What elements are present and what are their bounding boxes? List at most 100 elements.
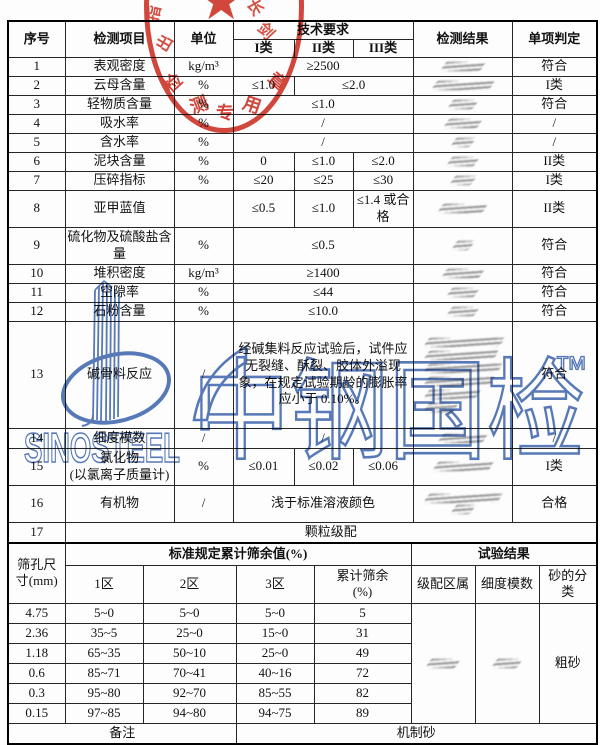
- cell-zone1: 65~35: [64, 642, 144, 664]
- redacted-value: [422, 376, 495, 386]
- remark-row: 备注 机制砂: [7, 722, 598, 745]
- cell-result: [412, 320, 513, 429]
- cell-result: [412, 151, 513, 172]
- cell-cumulative: 49: [313, 642, 412, 664]
- cell-unit: %: [173, 282, 234, 303]
- cell-no: 3: [7, 94, 66, 115]
- redacted-value: [431, 462, 494, 472]
- cell-unit: %: [173, 447, 234, 486]
- sieve-row: 1.18 65~35 50~10 25~0 49: [7, 642, 597, 664]
- cell-no: 16: [7, 484, 66, 523]
- header-result: 检测结果: [412, 20, 513, 58]
- cell-no: 7: [7, 170, 66, 191]
- cell-req: ≤20: [232, 170, 295, 191]
- sieve-row: 0.15 97~85 94~80 94~75 89: [7, 702, 597, 724]
- cell-judgement: 符合: [511, 320, 598, 429]
- sieve-header-row: 筛孔尺寸(mm) 标准规定累计筛余值(%) 试验结果: [7, 542, 598, 604]
- cell-zone1: 97~85: [64, 702, 144, 724]
- cell-size: 2.36: [7, 622, 66, 644]
- redacted-value: [422, 363, 503, 373]
- cell-req: ≤44: [232, 282, 414, 303]
- cell-result: [412, 301, 513, 322]
- cell-no: 2: [7, 75, 66, 96]
- cell-req: 0: [232, 151, 295, 172]
- table-row: 9 硫化物及硫酸盐含量 % ≤0.5 符合: [7, 226, 598, 265]
- sieve-row: 0.6 85~71 70~41 40~16 72: [7, 662, 597, 684]
- tables-wrapper: 序号 检测项目 单位 技术要求 检测结果 单项判定 I类 II类 III类 1 …: [7, 20, 599, 745]
- cell-req: ≤0.5: [232, 226, 414, 265]
- cell-result: [412, 94, 513, 115]
- table-row: 7 压碎指标 % ≤20 ≤25 ≤30 I类: [7, 170, 598, 191]
- header-grading-zone: 级配区属: [410, 564, 476, 604]
- cell-req: ≤1.4 或合格: [352, 189, 414, 228]
- cell-no: 6: [7, 151, 66, 172]
- header-class2: II类: [293, 38, 354, 58]
- cell-no: 12: [7, 301, 66, 322]
- cell-judgement: I类: [511, 447, 598, 486]
- header-class3: III类: [352, 38, 414, 58]
- cell-size: 0.3: [7, 682, 66, 704]
- cell-zone1: 95~80: [64, 682, 144, 704]
- cell-judgement: 符合: [511, 94, 598, 115]
- redacted-value: [422, 389, 481, 399]
- cell-item: 堆积密度: [64, 263, 175, 284]
- cell-zone1: 5~0: [64, 602, 144, 624]
- cell-judgement: /: [511, 113, 598, 134]
- table-row-section: 17 颗粒级配: [7, 521, 598, 544]
- cell-size: 1.18: [7, 642, 66, 664]
- cell-judgement: I类: [511, 75, 598, 96]
- table-row: 13 碱骨料反应 / 经碱集料反应试验后，试件应无裂缝、酥裂、胶体外溢现象，在规…: [7, 320, 598, 429]
- cell-zone3: 15~0: [235, 622, 315, 644]
- cell-req: ≤10.0: [232, 301, 414, 322]
- item-line2: (以氯离子质量计): [69, 466, 170, 482]
- cell-judgement: II类: [511, 151, 598, 172]
- cell-sand-class-result: 粗砂: [538, 602, 598, 724]
- cell-item: 泥块含量: [64, 151, 175, 172]
- cell-zone2: 50~10: [142, 642, 237, 664]
- cell-zone2: 92~70: [142, 682, 237, 704]
- sieve-subheader-row: 1区 2区 3区 累计筛余(%) 级配区属 细度模数 砂的分类: [8, 564, 598, 604]
- cell-req: ≤1.0: [293, 151, 354, 172]
- cell-zone3: 5~0: [235, 602, 315, 624]
- cell-zone3: 25~0: [235, 642, 315, 664]
- redacted-value: [437, 433, 488, 443]
- cell-unit: %: [173, 75, 234, 96]
- main-table: 序号 检测项目 单位 技术要求 检测结果 单项判定 I类 II类 III类 1 …: [7, 20, 599, 545]
- cell-no: 4: [7, 113, 66, 134]
- redacted-value: [422, 402, 459, 412]
- cell-req: ≤0.02: [293, 447, 354, 486]
- cell-zone2: 25~0: [142, 622, 237, 644]
- redacted-value: [449, 138, 476, 148]
- remark-value: 机制砂: [235, 722, 598, 745]
- header-zone3: 3区: [235, 564, 315, 604]
- cell-cumulative: 5: [313, 602, 412, 624]
- cell-req: ≥2500: [232, 56, 414, 77]
- cell-unit: %: [173, 226, 234, 265]
- cell-unit: kg/m³: [173, 263, 234, 284]
- cell-req: /: [232, 132, 414, 153]
- redacted-value: [437, 204, 488, 214]
- table-row: 15 氯化物 (以氯离子质量计) % ≤0.01 ≤0.02 ≤0.06 I类: [7, 447, 598, 486]
- header-sieve-size: 筛孔尺寸(mm): [7, 542, 66, 604]
- sieve-row: 4.75 5~0 5~0 5~0 5 粗砂: [7, 602, 598, 724]
- cell-no: 13: [7, 320, 66, 429]
- cell-item: 硫化物及硫酸盐含量: [64, 226, 175, 265]
- header-fineness: 细度模数: [474, 564, 540, 604]
- cell-cumulative: 89: [313, 702, 412, 724]
- cell-req: ≤1.0: [232, 75, 295, 96]
- cell-judgement: 合格: [511, 484, 598, 523]
- cell-size: 0.6: [7, 662, 66, 684]
- cell-result: [412, 226, 513, 265]
- cell-judgement: 符合: [511, 226, 598, 265]
- header-judgement: 单项判定: [511, 20, 598, 58]
- cell-item: 石粉含量: [64, 301, 175, 322]
- cell-zone2: 94~80: [142, 702, 237, 724]
- cell-size: 0.15: [7, 702, 66, 724]
- cell-zone3: 85~55: [235, 682, 315, 704]
- table-row: 10 堆积密度 kg/m³ ≥1400 符合: [7, 263, 598, 284]
- cell-item: 表观密度: [64, 56, 175, 77]
- redacted-value: [422, 337, 505, 347]
- header-zone1: 1区: [64, 564, 144, 604]
- header-sand-class: 砂的分类: [538, 564, 598, 604]
